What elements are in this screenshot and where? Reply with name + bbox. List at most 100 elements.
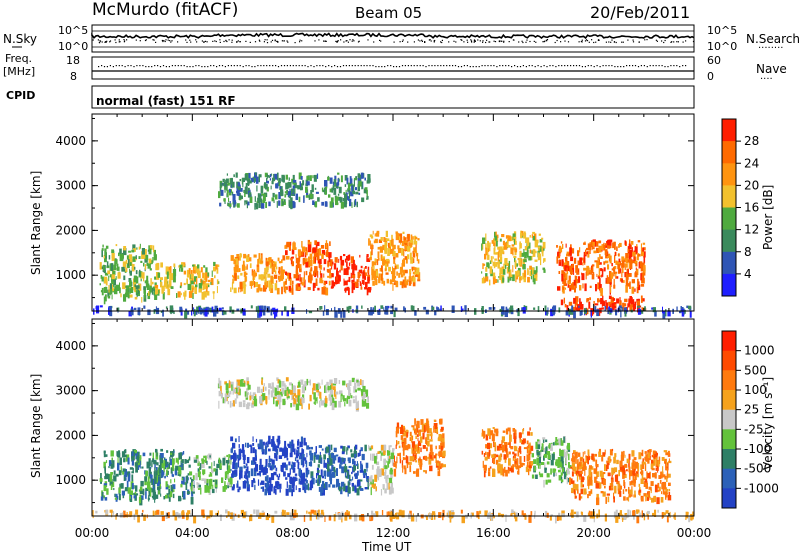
velocity-cell (114, 497, 117, 500)
power-cell (625, 260, 629, 264)
power-cell (286, 272, 289, 276)
velocity-cell (651, 459, 654, 467)
velocity-cell (111, 481, 115, 488)
power-cell (556, 245, 558, 248)
velocity-cell (173, 489, 175, 492)
velocity-cell (284, 453, 288, 458)
velocity-cell (531, 474, 535, 479)
power-cell (628, 262, 631, 269)
power-cell (533, 270, 537, 275)
power-cell (135, 290, 140, 296)
power-cell (495, 262, 499, 265)
power-cell (564, 304, 567, 308)
power-cell (568, 275, 571, 284)
velocity-cell (110, 450, 114, 457)
power-cell (397, 247, 402, 254)
velocity-cell (577, 459, 579, 467)
power-cell (274, 173, 278, 180)
power-cell (641, 274, 645, 278)
velocity-cell (352, 399, 356, 404)
power-cell (502, 278, 505, 283)
velocity-cell (387, 450, 391, 456)
velocity-cell (388, 456, 391, 459)
power-cell (349, 183, 352, 187)
velocity-cell (252, 443, 255, 446)
power-cell (384, 268, 387, 272)
power-cell (579, 257, 583, 266)
velocity-cell (342, 482, 344, 485)
velocity-cell (125, 477, 127, 481)
power-cell (491, 240, 495, 244)
power-cell (347, 254, 350, 261)
power-cell (272, 192, 275, 198)
velocity-cell (583, 515, 587, 522)
power-cell (384, 242, 388, 250)
velocity-cell (148, 491, 151, 497)
power-cell (492, 272, 496, 279)
power-cell (520, 232, 523, 239)
power-cell (570, 244, 572, 249)
velocity-cell (318, 455, 322, 464)
power-cell (244, 276, 247, 283)
velocity-cell (103, 495, 105, 499)
velocity-cell (644, 451, 647, 454)
power-cell (542, 251, 544, 257)
velocity-cell (330, 444, 333, 451)
velocity-cell (342, 398, 347, 402)
velocity-cell (589, 515, 593, 519)
power-cell (299, 181, 301, 187)
power-cell (180, 268, 184, 272)
power-cell (260, 185, 264, 194)
power-cell (338, 186, 342, 194)
power-cell (278, 276, 281, 282)
power-cell (260, 260, 264, 264)
power-cell (99, 305, 103, 308)
power-cell (465, 309, 467, 315)
velocity-cell (187, 510, 191, 515)
velocity-cell (399, 457, 402, 464)
power-cell (558, 260, 562, 266)
power-cell (601, 307, 604, 310)
velocity-cell (418, 440, 422, 447)
power-cell (169, 273, 172, 281)
power-cell (352, 270, 355, 276)
power-cell (347, 188, 351, 192)
power-cell (268, 175, 270, 178)
velocity-cell (367, 396, 369, 403)
power-cell (244, 200, 248, 203)
power-cell (640, 310, 644, 314)
power-cell (331, 308, 332, 312)
power-cell (114, 286, 117, 291)
velocity-cell (318, 478, 321, 485)
power-cell (316, 247, 318, 255)
power-cell (296, 272, 299, 279)
velocity-cell (137, 453, 140, 462)
power-cell (542, 241, 546, 249)
velocity-cell (539, 473, 544, 478)
power-cell (367, 269, 369, 274)
velocity-cell (317, 467, 319, 470)
velocity-cell (648, 449, 652, 453)
power-cell (122, 261, 127, 269)
velocity-cell (366, 478, 369, 482)
velocity-cell (246, 457, 250, 464)
velocity-cell (324, 483, 326, 487)
power-cell (492, 256, 494, 259)
power-cell (404, 245, 408, 250)
velocity-cell (201, 478, 205, 481)
power-cell (205, 267, 208, 273)
velocity-cell (499, 464, 503, 469)
power-cell (508, 260, 511, 269)
velocity-cell (172, 510, 176, 517)
velocity-cell (260, 464, 264, 473)
velocity-cell (175, 465, 179, 471)
velocity-cell (609, 449, 613, 456)
velocity-cell (558, 438, 561, 446)
power-cell (303, 195, 305, 203)
power-cell (499, 267, 503, 275)
velocity-cell (392, 514, 396, 519)
velocity-cell (243, 380, 246, 385)
power-cell (245, 272, 248, 275)
velocity-cell (575, 470, 580, 476)
power-cell (388, 242, 391, 248)
